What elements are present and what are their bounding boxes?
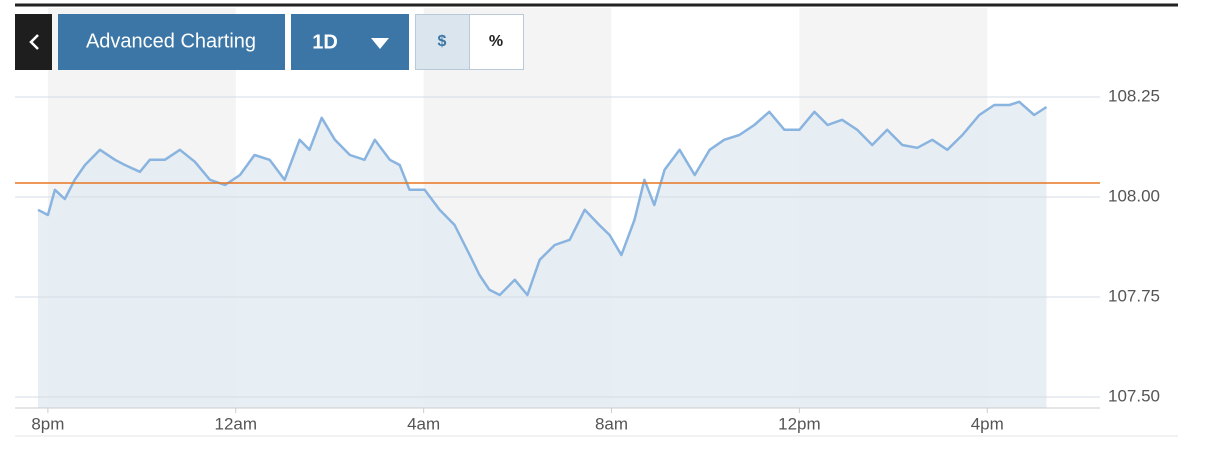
x-tick-label: 12pm bbox=[778, 414, 821, 433]
x-tick-label: 12am bbox=[214, 414, 257, 433]
y-tick-label: 107.75 bbox=[1108, 286, 1160, 305]
button-label: Advanced Charting bbox=[86, 30, 256, 52]
price-line bbox=[37, 100, 1048, 297]
button-label: % bbox=[489, 33, 503, 50]
percent-button[interactable] bbox=[469, 14, 524, 70]
back-icon bbox=[29, 34, 39, 50]
back-button[interactable] bbox=[15, 14, 52, 70]
button-label: $ bbox=[438, 33, 447, 50]
x-tick-label: 8pm bbox=[31, 414, 64, 433]
x-tick-label: 4am bbox=[407, 414, 440, 433]
y-tick-label: 108.25 bbox=[1108, 86, 1160, 105]
x-tick-label: 8am bbox=[595, 414, 628, 433]
range-button[interactable] bbox=[291, 14, 409, 70]
x-tick-label: 4pm bbox=[971, 414, 1004, 433]
dropdown-icon bbox=[371, 38, 389, 49]
plot: 108.25 108.00 107.75 107.50 8pm 12am 4am 8am 12p… bbox=[15, 86, 1178, 437]
advanced-charting-button[interactable] bbox=[58, 14, 285, 70]
y-tick-label: 107.50 bbox=[1108, 386, 1160, 405]
y-tick-label: 108.00 bbox=[1108, 186, 1160, 205]
button-label: 1D bbox=[312, 31, 338, 53]
area bbox=[38, 101, 1047, 409]
